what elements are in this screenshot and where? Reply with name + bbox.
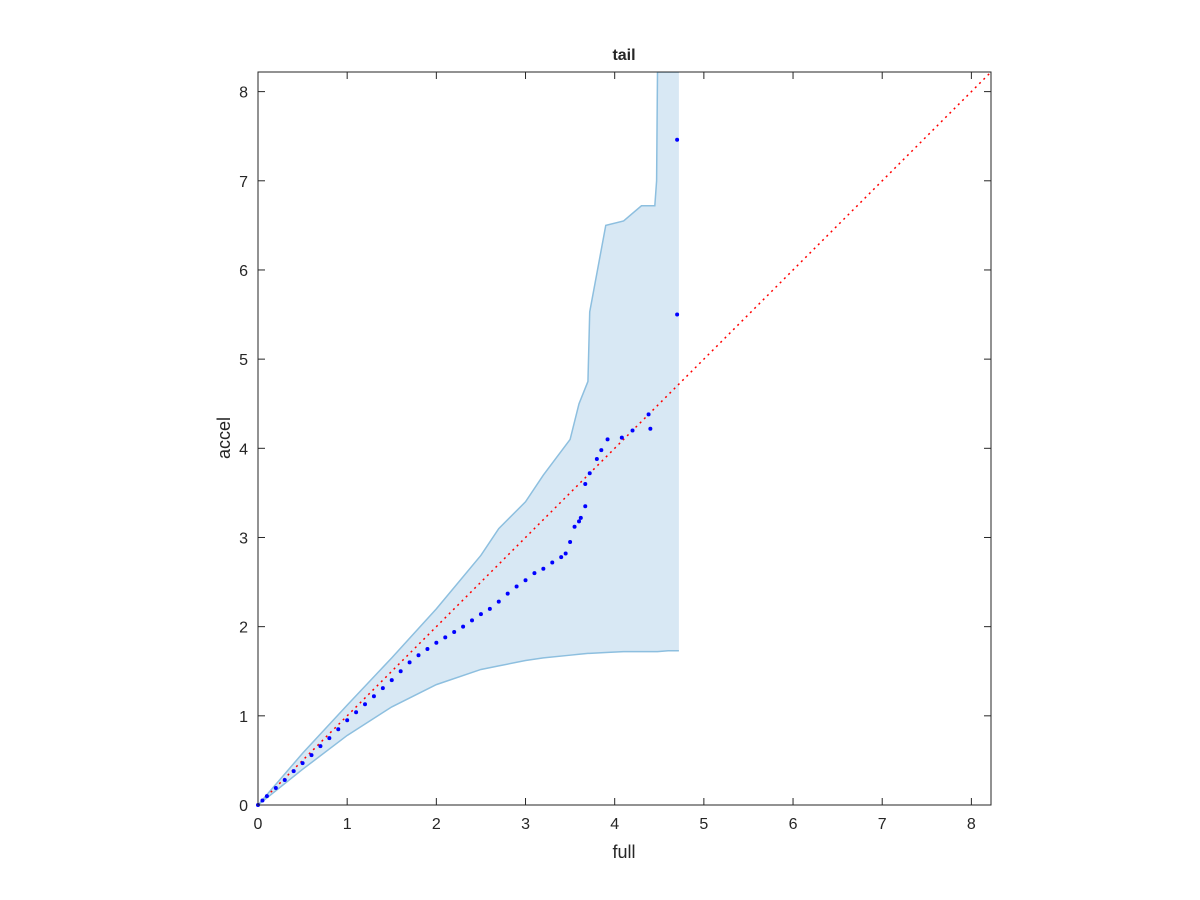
data-point bbox=[599, 448, 604, 453]
data-point bbox=[505, 591, 510, 596]
data-point bbox=[572, 524, 577, 529]
data-point bbox=[646, 412, 651, 417]
y-tick-label: 1 bbox=[239, 709, 248, 726]
data-point bbox=[675, 137, 680, 142]
data-point bbox=[309, 753, 314, 758]
data-point bbox=[478, 612, 483, 617]
data-point bbox=[583, 504, 588, 509]
data-point bbox=[264, 794, 269, 799]
data-point bbox=[487, 606, 492, 611]
axes-box bbox=[257, 71, 992, 806]
x-tick-label: 0 bbox=[254, 816, 263, 833]
data-point bbox=[605, 437, 610, 442]
y-tick-label: 5 bbox=[239, 352, 248, 369]
data-point bbox=[578, 515, 583, 520]
data-point bbox=[380, 686, 385, 691]
chart-title: tail bbox=[612, 47, 635, 64]
data-point bbox=[371, 694, 376, 699]
data-point bbox=[594, 457, 599, 462]
x-tick-label: 4 bbox=[610, 816, 619, 833]
data-point bbox=[675, 312, 680, 317]
data-point bbox=[345, 718, 350, 723]
x-axis-label: full bbox=[612, 842, 635, 862]
data-point bbox=[648, 426, 653, 431]
data-point bbox=[541, 566, 546, 571]
data-point bbox=[550, 560, 555, 565]
y-tick-label: 2 bbox=[239, 620, 248, 637]
data-point bbox=[327, 736, 332, 741]
band-lower-edge bbox=[258, 649, 679, 805]
data-point bbox=[260, 798, 265, 803]
data-point bbox=[461, 624, 466, 629]
data-point bbox=[425, 646, 430, 651]
y-axis-label: accel bbox=[214, 417, 234, 459]
x-tick-label: 5 bbox=[699, 816, 708, 833]
data-point bbox=[583, 481, 588, 486]
x-tick-label: 7 bbox=[878, 816, 887, 833]
data-point bbox=[559, 555, 564, 560]
y-tick-label: 3 bbox=[239, 530, 248, 547]
data-point bbox=[336, 727, 341, 732]
data-point bbox=[452, 630, 457, 635]
data-point bbox=[568, 539, 573, 544]
x-tick-label: 1 bbox=[343, 816, 352, 833]
x-tick-label: 8 bbox=[967, 816, 976, 833]
confidence-band bbox=[258, 72, 679, 805]
data-point bbox=[363, 702, 368, 707]
data-point bbox=[630, 428, 635, 433]
x-tick-label: 6 bbox=[789, 816, 798, 833]
y-tick-label: 0 bbox=[239, 798, 248, 815]
data-point bbox=[398, 669, 403, 674]
y-tick-label: 4 bbox=[239, 441, 248, 458]
data-point bbox=[563, 551, 568, 556]
data-point bbox=[577, 519, 582, 524]
data-point bbox=[318, 744, 323, 749]
data-point bbox=[587, 471, 592, 476]
data-point bbox=[443, 635, 448, 640]
y-tick-label: 6 bbox=[239, 263, 248, 280]
data-point bbox=[407, 660, 412, 665]
data-point bbox=[300, 761, 305, 766]
data-point bbox=[291, 769, 296, 774]
data-point bbox=[354, 710, 359, 715]
data-point bbox=[496, 599, 501, 604]
data-point bbox=[273, 786, 278, 791]
data-point bbox=[470, 618, 475, 623]
data-point bbox=[523, 578, 528, 583]
data-point bbox=[416, 653, 421, 658]
x-tick-label: 3 bbox=[521, 816, 530, 833]
x-tick-label: 2 bbox=[432, 816, 441, 833]
band-upper-edge bbox=[258, 72, 679, 805]
data-point bbox=[619, 435, 624, 440]
y-tick-label: 7 bbox=[239, 174, 248, 191]
data-point bbox=[389, 678, 394, 683]
data-point bbox=[434, 640, 439, 645]
data-point bbox=[532, 571, 537, 576]
y-tick-label: 8 bbox=[239, 85, 248, 102]
data-point bbox=[282, 778, 287, 783]
data-point bbox=[514, 584, 519, 589]
